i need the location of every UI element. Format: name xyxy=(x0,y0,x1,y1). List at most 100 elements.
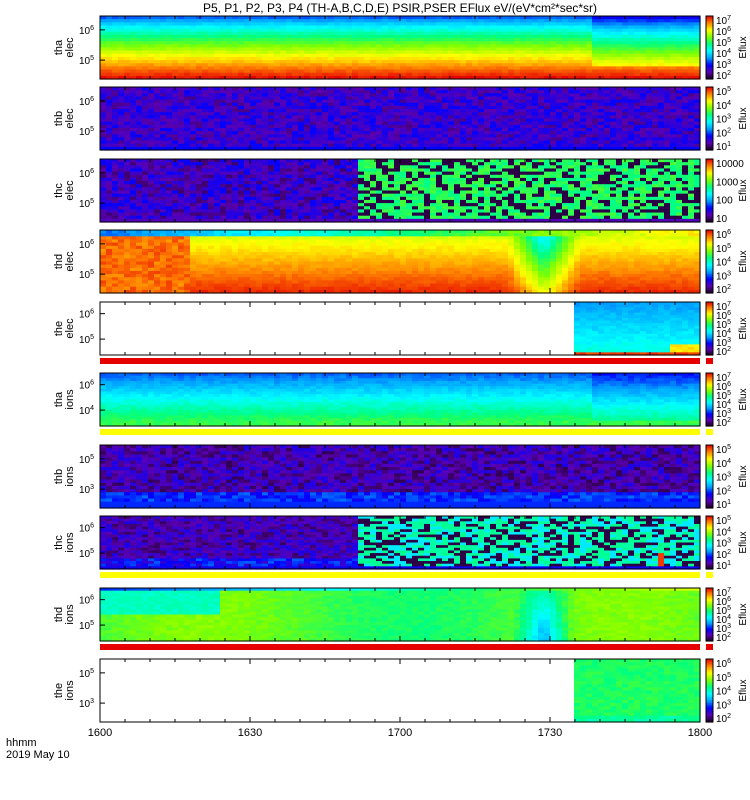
heatmap-cell xyxy=(580,109,587,113)
heatmap-cell xyxy=(442,99,449,104)
heatmap-cell xyxy=(616,90,623,94)
heatmap-cell xyxy=(256,44,263,49)
heatmap-cell xyxy=(178,38,185,42)
heatmap-cell xyxy=(298,96,305,101)
heatmap-cell xyxy=(166,22,173,27)
heatmap-cell xyxy=(394,72,401,77)
heatmap-cell xyxy=(592,63,599,67)
heatmap-cell xyxy=(502,146,509,151)
heatmap-cell xyxy=(418,99,425,104)
heatmap-cell xyxy=(688,102,695,107)
heatmap-cell xyxy=(220,168,227,173)
heatmap-cell xyxy=(454,69,461,74)
heatmap-cell xyxy=(454,112,461,116)
heatmap-cell xyxy=(664,90,671,94)
heatmap-cell xyxy=(112,31,119,36)
heatmap-cell xyxy=(172,118,179,123)
heatmap-cell xyxy=(586,124,593,129)
heatmap-cell xyxy=(532,143,539,148)
heatmap-cell xyxy=(208,177,215,182)
heatmap-cell xyxy=(166,190,173,195)
heatmap-cell xyxy=(256,212,263,217)
heatmap-cell xyxy=(550,16,557,20)
heatmap-cell xyxy=(286,25,293,30)
heatmap-cell xyxy=(214,72,221,77)
heatmap-cell xyxy=(496,109,503,113)
heatmap-cell xyxy=(124,174,131,179)
heatmap-cell xyxy=(586,115,593,120)
heatmap-cell xyxy=(298,105,305,110)
heatmap-cell xyxy=(616,105,623,110)
heatmap-cell xyxy=(592,47,599,52)
heatmap-cell xyxy=(322,203,329,207)
heatmap-cell xyxy=(496,22,503,27)
heatmap-cell xyxy=(226,199,233,204)
heatmap-cell xyxy=(586,96,593,101)
heatmap-cell xyxy=(586,72,593,77)
heatmap-cell xyxy=(322,60,329,64)
heatmap-cell xyxy=(124,53,131,58)
heatmap-cell xyxy=(574,118,581,123)
heatmap-cell xyxy=(148,124,155,129)
heatmap-cell xyxy=(610,146,617,151)
heatmap-cell xyxy=(232,177,239,182)
heatmap-cell xyxy=(424,28,431,33)
heatmap-cell xyxy=(190,196,197,201)
heatmap-cell xyxy=(334,47,341,52)
heatmap-cell xyxy=(124,140,131,145)
heatmap-cell xyxy=(184,146,191,151)
heatmap-cell xyxy=(148,174,155,179)
heatmap-cell xyxy=(226,165,233,170)
heatmap-cell xyxy=(298,50,305,55)
heatmap-cell xyxy=(226,53,233,58)
heatmap-cell xyxy=(502,75,509,80)
heatmap-cell xyxy=(658,146,665,151)
heatmap-cell xyxy=(196,212,203,217)
heatmap-cell xyxy=(202,209,209,214)
heatmap-cell xyxy=(214,199,221,204)
heatmap-cell xyxy=(268,72,275,77)
heatmap-cell xyxy=(232,193,239,198)
heatmap-cell xyxy=(328,47,335,52)
colorbar-segment xyxy=(706,41,713,44)
heatmap-cell xyxy=(100,143,107,148)
heatmap-cell xyxy=(616,31,623,36)
heatmap-cell xyxy=(274,34,281,39)
heatmap-cell xyxy=(502,121,509,126)
heatmap-cell xyxy=(142,218,149,223)
heatmap-cell xyxy=(250,212,257,217)
heatmap-cell xyxy=(214,31,221,36)
heatmap-cell xyxy=(622,22,629,27)
heatmap-cell xyxy=(136,137,143,142)
heatmap-cell xyxy=(274,31,281,36)
heatmap-cell xyxy=(526,146,533,151)
heatmap-cell xyxy=(184,90,191,94)
heatmap-cell xyxy=(412,38,419,42)
heatmap-cell xyxy=(568,131,575,135)
heatmap-cell xyxy=(652,93,659,98)
heatmap-cell xyxy=(388,99,395,104)
heatmap-cell xyxy=(310,87,317,91)
heatmap-cell xyxy=(220,69,227,74)
heatmap-cell xyxy=(130,75,137,80)
heatmap-cell xyxy=(490,124,497,129)
heatmap-cell xyxy=(328,212,335,217)
heatmap-cell xyxy=(460,118,467,123)
heatmap-cell xyxy=(448,124,455,129)
heatmap-cell xyxy=(400,121,407,126)
heatmap-cell xyxy=(244,72,251,77)
heatmap-cell xyxy=(220,187,227,192)
heatmap-cell xyxy=(328,31,335,36)
heatmap-cell xyxy=(202,140,209,145)
heatmap-cell xyxy=(436,134,443,138)
heatmap-cell xyxy=(142,22,149,27)
heatmap-cell xyxy=(142,28,149,33)
heatmap-cell xyxy=(412,56,419,61)
heatmap-cell xyxy=(316,69,323,74)
heatmap-cell xyxy=(226,96,233,101)
heatmap-cell xyxy=(316,121,323,126)
heatmap-cell xyxy=(652,140,659,145)
heatmap-cell xyxy=(658,22,665,27)
heatmap-cell xyxy=(112,90,119,94)
